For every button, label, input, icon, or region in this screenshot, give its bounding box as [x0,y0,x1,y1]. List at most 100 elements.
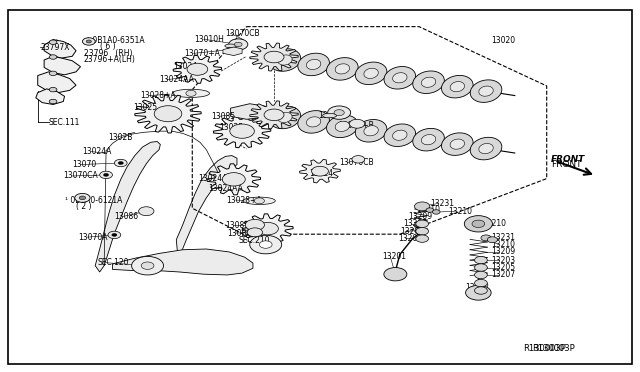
Ellipse shape [421,77,436,87]
Polygon shape [213,115,271,148]
Ellipse shape [307,60,321,70]
Circle shape [115,159,127,167]
Text: 13070A: 13070A [79,232,108,242]
Text: 13028+A: 13028+A [226,196,262,205]
Text: 130B5B: 130B5B [227,228,257,238]
Circle shape [186,90,196,96]
Circle shape [141,262,154,269]
Text: R130003P: R130003P [532,344,575,353]
Circle shape [132,256,164,275]
Text: 13231: 13231 [491,233,515,243]
Circle shape [49,99,57,104]
Text: 13210: 13210 [448,207,472,216]
Circle shape [49,71,57,76]
Circle shape [154,106,182,122]
Text: 13070+A: 13070+A [184,49,221,58]
Ellipse shape [225,44,236,48]
Text: FRONT: FRONT [551,155,586,164]
Circle shape [433,210,440,214]
Circle shape [49,87,57,92]
Circle shape [465,216,492,232]
Ellipse shape [470,80,502,102]
Text: 13205: 13205 [401,227,424,236]
Ellipse shape [335,121,349,131]
Circle shape [416,228,429,235]
Circle shape [254,198,264,204]
Ellipse shape [413,128,444,151]
Circle shape [83,38,95,45]
Circle shape [49,55,57,59]
Text: 13203: 13203 [491,256,515,264]
Text: 13210: 13210 [482,219,506,228]
Ellipse shape [442,76,473,98]
Ellipse shape [470,137,502,160]
Text: SEC.111: SEC.111 [49,118,80,127]
Ellipse shape [442,133,473,155]
Polygon shape [135,94,201,133]
Ellipse shape [355,119,387,142]
Ellipse shape [326,115,358,138]
Text: 13205: 13205 [491,263,515,272]
Polygon shape [38,72,76,93]
Circle shape [79,196,86,200]
Circle shape [334,110,344,116]
Circle shape [384,267,407,281]
Ellipse shape [269,49,301,71]
Polygon shape [113,249,253,275]
Text: 13085: 13085 [211,112,236,121]
Text: 13085+A: 13085+A [225,221,261,230]
Text: 13231: 13231 [431,199,454,208]
Ellipse shape [173,89,209,97]
Polygon shape [44,56,81,75]
Circle shape [108,231,121,238]
Text: R130003P: R130003P [523,344,566,353]
Ellipse shape [479,144,493,154]
Ellipse shape [384,124,415,147]
Ellipse shape [450,81,465,92]
Circle shape [250,235,282,254]
Ellipse shape [364,68,378,78]
Text: 13209: 13209 [491,247,515,256]
Ellipse shape [243,197,275,205]
Text: SEC.120: SEC.120 [98,258,129,267]
Circle shape [118,161,124,164]
Text: 13010H: 13010H [194,35,224,44]
Text: 13070CA: 13070CA [63,171,98,180]
Ellipse shape [450,139,465,149]
Text: 13020: 13020 [491,36,515,45]
Text: 13203: 13203 [403,219,427,228]
Text: 13210: 13210 [491,240,515,249]
Text: FRONT: FRONT [551,160,582,169]
Circle shape [264,109,284,121]
Polygon shape [207,164,260,195]
Polygon shape [173,55,221,83]
Text: 23797X: 23797X [40,42,70,51]
Ellipse shape [323,113,337,118]
Circle shape [245,219,264,231]
Circle shape [86,40,92,43]
Text: ¹ 0B1A0-6351A: ¹ 0B1A0-6351A [87,36,145,45]
Text: 13070+B: 13070+B [338,121,374,130]
Circle shape [487,237,497,243]
Polygon shape [250,101,298,129]
Circle shape [222,173,245,186]
Ellipse shape [298,53,330,76]
Ellipse shape [326,58,358,80]
Text: 13202: 13202 [466,283,490,292]
Text: 13086: 13086 [115,212,138,221]
Text: 13207: 13207 [398,234,422,243]
Ellipse shape [413,71,444,93]
Ellipse shape [278,112,292,122]
Text: 13210: 13210 [417,205,440,214]
Text: 13201: 13201 [383,252,406,261]
Circle shape [415,202,430,211]
Text: 13207: 13207 [491,270,515,279]
Ellipse shape [421,135,436,145]
Text: ( 6 ): ( 6 ) [100,42,115,51]
Ellipse shape [298,110,330,133]
Ellipse shape [384,67,415,89]
Text: 23796+A(LH): 23796+A(LH) [84,55,136,64]
Ellipse shape [307,117,321,127]
Text: ( 2 ): ( 2 ) [76,202,92,211]
Polygon shape [230,104,269,119]
